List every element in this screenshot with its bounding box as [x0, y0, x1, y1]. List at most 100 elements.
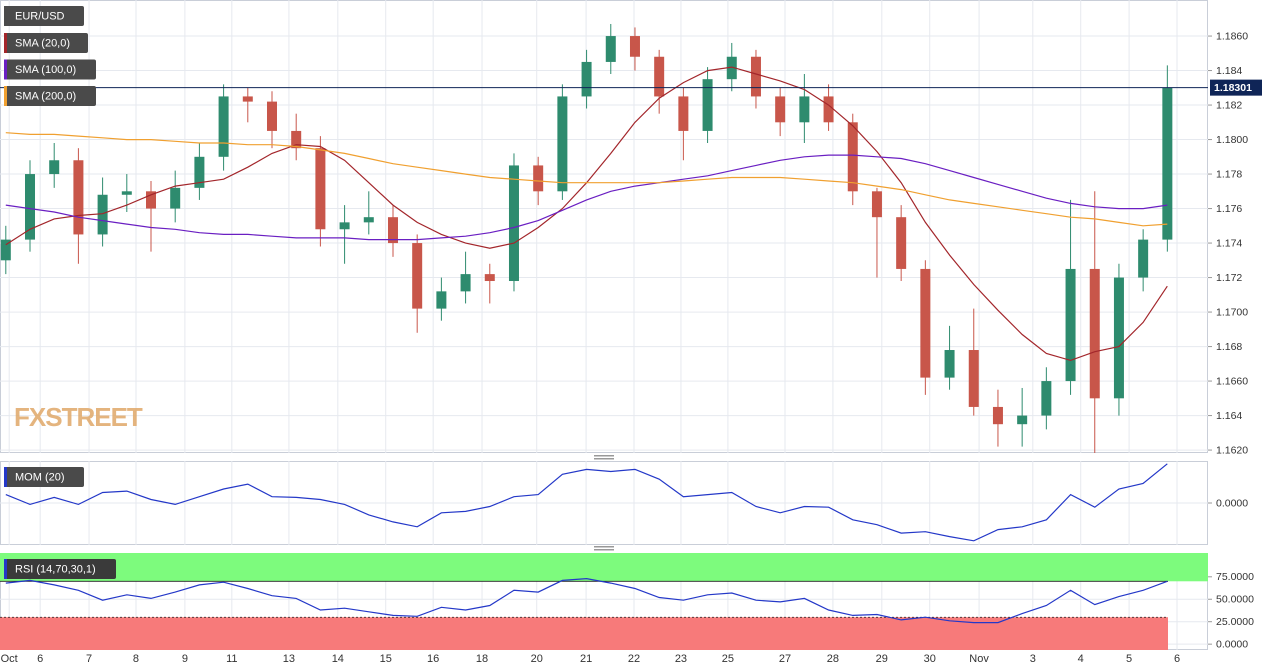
legend-box	[4, 86, 96, 106]
candle-body	[266, 101, 277, 131]
legend-box	[4, 33, 88, 53]
series-line	[5, 463, 1168, 542]
x-tick-label: 11	[226, 653, 237, 665]
candle-body	[339, 222, 350, 230]
plot-area	[0, 553, 1208, 650]
y-tick-label: 1.1620	[1216, 444, 1248, 456]
candle-body	[968, 350, 979, 407]
y-tick-label: 1.174	[1216, 237, 1242, 249]
x-tick-label: 21	[580, 653, 592, 665]
candle-body	[1089, 268, 1100, 399]
candle-body	[920, 268, 931, 378]
x-tick-label: Nov	[969, 653, 989, 665]
candle-body	[726, 56, 737, 80]
legend-label: MOM (20)	[15, 471, 65, 483]
splitter	[594, 458, 614, 460]
x-tick-label: 15	[380, 653, 392, 665]
legend-label: SMA (200,0)	[15, 90, 76, 102]
candle-body	[678, 96, 689, 131]
y-tick-label: 1.184	[1216, 65, 1242, 77]
candle-body	[847, 122, 858, 192]
candle-body	[605, 36, 616, 62]
x-tick-label: 27	[779, 653, 791, 665]
last-price-label: 1.18301	[1214, 82, 1252, 94]
y-tick-label: 1.176	[1216, 203, 1242, 215]
x-tick-label: 13	[283, 653, 295, 665]
legend-swatch	[4, 59, 7, 80]
candle-body	[654, 56, 665, 97]
x-tick-label: 6	[37, 653, 43, 665]
legend-swatch	[4, 6, 7, 26]
legend-box	[4, 559, 116, 579]
x-tick-label: 18	[476, 653, 488, 665]
x-tick-label: 30	[924, 653, 936, 665]
y-tick-label: 25.0000	[1216, 616, 1254, 628]
candle-body	[823, 96, 834, 123]
candle-body	[146, 191, 156, 209]
candle-body	[194, 156, 205, 188]
candle-body	[992, 406, 1003, 425]
candle-body	[750, 56, 761, 97]
candle-body	[944, 350, 955, 378]
candle-body	[775, 96, 786, 123]
x-tick-label: 6	[1174, 653, 1180, 665]
legend-swatch	[4, 467, 7, 487]
x-tick-label: 5	[1126, 653, 1132, 665]
y-tick-label: 1.1700	[1216, 306, 1248, 318]
y-tick-label: 50.0000	[1216, 594, 1254, 606]
x-tick-label: 9	[182, 653, 188, 665]
candle-body	[1017, 415, 1028, 425]
price-panel	[0, 0, 1208, 453]
legend-swatch	[4, 559, 7, 579]
candle-body	[460, 274, 471, 292]
candle-body	[218, 96, 229, 157]
y-tick-label: 1.1800	[1216, 134, 1248, 146]
x-tick-label: 4	[1078, 653, 1084, 665]
candle-body	[1065, 268, 1076, 382]
legend-label: SMA (20,0)	[15, 37, 70, 49]
y-tick-label: 1.168	[1216, 341, 1242, 353]
y-tick-label: 0.0000	[1216, 638, 1248, 650]
x-tick-label: 22	[628, 653, 640, 665]
x-tick-label: 7	[86, 653, 92, 665]
candle-body	[1138, 239, 1149, 278]
y-tick-label: 1.1660	[1216, 375, 1248, 387]
candle-body	[871, 191, 882, 218]
x-tick-label: 25	[722, 653, 734, 665]
candle-body	[629, 36, 640, 57]
candle-body	[170, 187, 181, 209]
legend-box	[4, 59, 96, 80]
x-tick-label: 28	[827, 653, 839, 665]
y-tick-label: 1.178	[1216, 168, 1242, 180]
candle-body	[315, 148, 326, 230]
x-tick-label: 29	[876, 653, 888, 665]
candle-body	[1113, 277, 1124, 399]
series-line	[5, 154, 1168, 241]
y-tick-label: 0.0000	[1216, 497, 1248, 509]
overbought-band	[0, 553, 1208, 582]
legend-label: RSI (14,70,30,1)	[15, 563, 96, 575]
candle-body	[436, 291, 447, 309]
x-tick-label: 20	[531, 653, 543, 665]
candle-body	[581, 61, 592, 97]
candle-body	[242, 96, 253, 102]
y-tick-label: 1.172	[1216, 272, 1242, 284]
brand-logo: FXSTREET	[14, 402, 143, 432]
candle-body	[97, 194, 108, 235]
candle-body	[73, 160, 84, 235]
splitter	[594, 546, 614, 548]
y-tick-label: 1.164	[1216, 410, 1242, 422]
x-tick-label: 23	[675, 653, 687, 665]
legend-label: SMA (100,0)	[15, 64, 76, 76]
plot-area	[0, 461, 1208, 545]
legend-swatch	[4, 86, 7, 106]
x-tick-label: 14	[332, 653, 344, 665]
candle-body	[121, 191, 132, 195]
candle-body	[896, 217, 907, 269]
y-tick-label: 1.1860	[1216, 30, 1248, 42]
candle-body	[25, 174, 36, 240]
legend-box	[4, 6, 84, 26]
candle-body	[387, 217, 398, 244]
x-tick-label: Oct	[1, 653, 18, 665]
